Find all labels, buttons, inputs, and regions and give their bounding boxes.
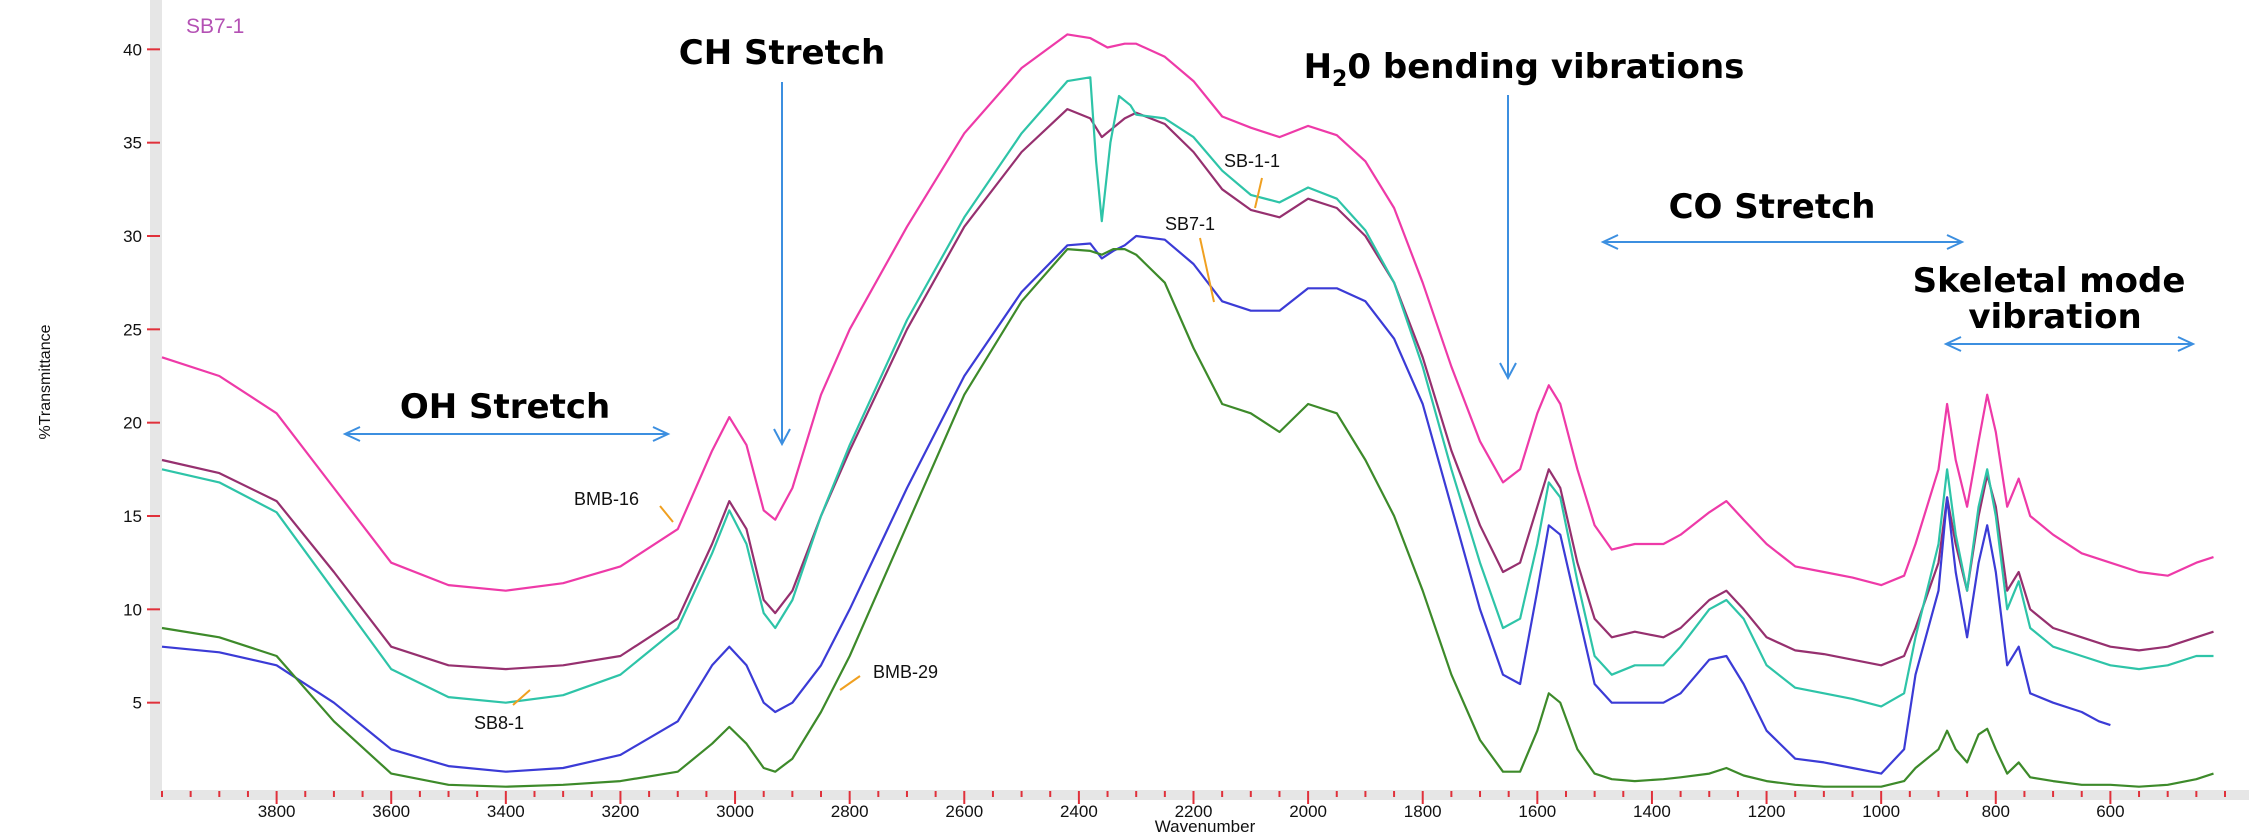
series-label-bmb-16: BMB-16 [574,489,639,509]
h2o-rest: 0 bending vibrations [1347,47,1744,87]
x-tick-label: 3600 [372,802,410,821]
h2o-bending-down-arrow [1499,95,1517,381]
oh-stretch-label: OH Stretch [400,387,610,427]
y-axis-strip [150,0,162,796]
series-label-sb7-1: SB7-1 [1165,214,1215,234]
y-tick-label: 10 [123,600,142,619]
y-axis: 5 10 15 20 25 30 35 40 [123,40,160,713]
x-tick-label: 1200 [1748,802,1786,821]
y-tick-label: 35 [123,134,142,153]
x-tick-label: 3400 [487,802,525,821]
series-leader-lines [512,177,1263,706]
series-line-bmb-29 [161,248,2214,788]
x-axis: 3800 3600 3400 3200 3000 2800 2600 2400 2200 2000… [161,791,2226,821]
x-axis-strip [150,790,2249,800]
y-tick-label: 20 [123,414,142,433]
series-line-sb7-1 [161,234,2111,775]
series-lines [161,33,2214,788]
h2o-bending-label: H20 bending vibrations [1304,47,1745,92]
series-line-bmb-16 [161,33,2214,592]
h2o-h: H [1304,47,1332,87]
y-tick-label: 25 [123,320,142,339]
x-tick-label: 600 [2096,802,2124,821]
co-stretch-label: CO Stretch [1669,187,1876,227]
annotation-arrows [342,82,2196,447]
x-axis-label: Wavenumber [1155,817,1256,836]
skeletal-mode-label-line1: Skeletal mode [1913,261,2186,301]
ch-stretch-label: CH Stretch [679,33,885,73]
leader-sb8-1 [512,689,531,706]
ch-stretch-down-arrow [773,82,791,447]
series-label-sb-1-1: SB-1-1 [1224,151,1280,171]
leader-bmb-16 [659,505,674,523]
y-tick-label: 30 [123,227,142,246]
x-tick-label: 3200 [602,802,640,821]
y-tick-label: 40 [123,40,142,59]
x-tick-label: 2600 [945,802,983,821]
series-line-sb8-1 [161,76,2214,708]
x-tick-label: 3000 [716,802,754,821]
x-tick-label: 2000 [1289,802,1327,821]
oh-stretch-double-arrow [342,426,671,442]
x-tick-label: 1600 [1518,802,1556,821]
series-label-bmb-29: BMB-29 [873,662,938,682]
y-tick-label: 15 [123,507,142,526]
series-label-sb8-1: SB8-1 [474,713,524,733]
skeletal-mode-double-arrow [1943,336,2196,352]
leader-sb-1-1 [1254,177,1263,209]
x-tick-label: 1400 [1633,802,1671,821]
x-tick-label: 800 [1982,802,2010,821]
x-tick-label: 2800 [831,802,869,821]
corner-sample-label: SB7-1 [186,15,244,38]
x-tick-label: 1000 [1862,802,1900,821]
skeletal-mode-label-line2: vibration [1968,297,2141,337]
y-axis-label: %Transmittance [37,324,54,439]
leader-sb7-1 [1199,237,1215,303]
x-tick-label: 2200 [1175,802,1213,821]
x-tick-label: 3800 [258,802,296,821]
x-tick-label: 2400 [1060,802,1098,821]
x-tick-label: 1800 [1404,802,1442,821]
h2o-subscript: 2 [1332,67,1347,92]
co-stretch-double-arrow [1600,234,1965,250]
y-tick-label: 5 [133,694,142,713]
leader-bmb-29 [839,675,861,691]
